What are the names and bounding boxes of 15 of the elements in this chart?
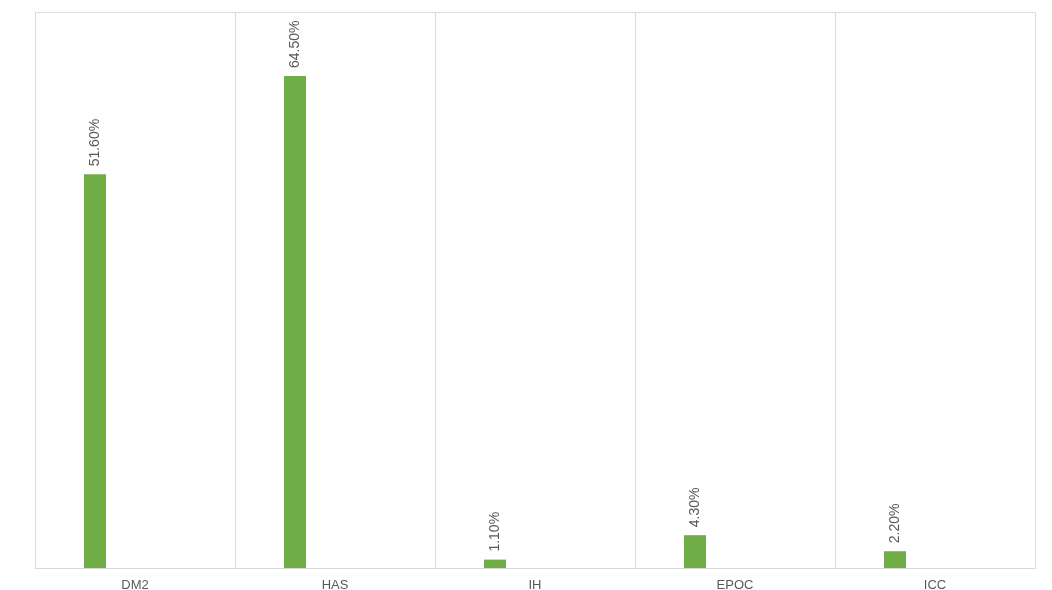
- bar: [284, 75, 306, 568]
- data-label: 51.60%: [86, 118, 102, 167]
- x-tick-label: EPOC: [716, 576, 754, 590]
- x-tick-label: HAS: [321, 576, 349, 590]
- x-tick-label: IH: [528, 576, 542, 590]
- x-tick-label: DM2: [121, 576, 149, 590]
- bar: [884, 551, 906, 568]
- data-label: 64.50%: [286, 20, 302, 68]
- bar: [484, 559, 506, 568]
- bar: [684, 535, 706, 568]
- x-tick-label: ICC: [923, 576, 947, 590]
- data-label: 4.30%: [686, 487, 702, 528]
- bar: [84, 174, 106, 568]
- data-label: 1.10%: [486, 511, 502, 552]
- data-label: 2.20%: [886, 503, 902, 544]
